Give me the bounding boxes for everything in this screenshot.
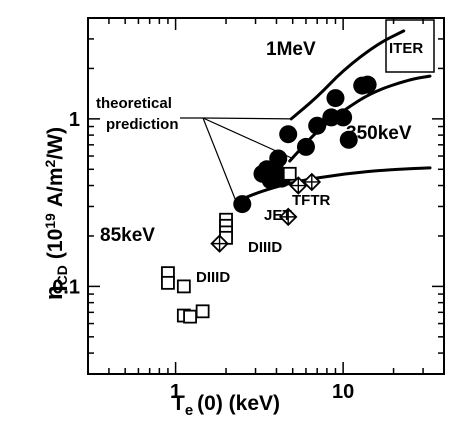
y-axis-label: ηCD (1019 A/m2/W) [41, 127, 70, 300]
point-circle-9 [308, 116, 327, 135]
annotation-prediction: prediction [106, 116, 179, 133]
x-axis-label: Te (0) (keV) [172, 392, 280, 419]
point-circle-5 [269, 149, 288, 168]
ticks-layer [87, 17, 445, 375]
y-tick-label-0.1: 0.1 [52, 276, 80, 298]
plot-frame [87, 17, 445, 375]
y-axis-label-rest: (10 [44, 229, 67, 259]
point-circle-7 [279, 125, 298, 144]
pointer-line-2 [202, 117, 237, 202]
point-diamond-1 [278, 207, 298, 227]
x-axis-label-rest: (0) (keV) [197, 392, 280, 415]
point-circle-8 [296, 137, 315, 156]
annotation-diiid-lower: DIIID [196, 269, 230, 286]
annotation-iter: ITER [389, 40, 423, 57]
point-diamond-3 [302, 172, 322, 192]
curve-label-350kev: 350keV [346, 123, 412, 144]
point-square-10 [282, 166, 297, 181]
annotation-theoretical: theoretical [96, 95, 172, 112]
curve-label-1mev: 1MeV [266, 39, 316, 60]
point-square-5 [195, 304, 210, 319]
pointer-line-0 [202, 117, 292, 120]
y-axis-label-exp: 19 [42, 213, 58, 229]
point-square-2 [176, 279, 191, 294]
annotation-tftr: TFTR [292, 192, 330, 209]
x-axis-label-sub: e [185, 402, 193, 419]
point-circle-11 [326, 89, 345, 108]
x-tick-label-1: 1 [170, 381, 181, 403]
y-axis-label-units-end: /W) [44, 127, 67, 160]
x-axis-label-main: T [172, 392, 185, 415]
x-tick-label-10: 10 [332, 381, 354, 403]
y-tick-label-1: 1 [69, 109, 80, 131]
y-axis-label-units: A/m [44, 167, 67, 207]
points-layer [161, 75, 377, 324]
y-axis-label-sub: CD [54, 265, 70, 285]
point-circle-12 [334, 108, 353, 127]
point-circle-13 [339, 130, 358, 149]
iter-box [385, 19, 435, 73]
annotation-diiid-upper: DIIID [248, 239, 282, 256]
point-square-4 [183, 309, 197, 324]
y-axis-label-main: η [41, 285, 68, 300]
point-circle-15 [358, 75, 377, 94]
curve-0 [289, 29, 406, 121]
point-circle-0 [233, 195, 252, 214]
curve-label-85kev: 85keV [100, 225, 155, 246]
point-square-1 [161, 275, 175, 290]
y-axis-label-units-exp: 2 [42, 159, 58, 167]
point-diamond-0 [210, 234, 229, 253]
annotation-jet: JET [264, 207, 292, 224]
